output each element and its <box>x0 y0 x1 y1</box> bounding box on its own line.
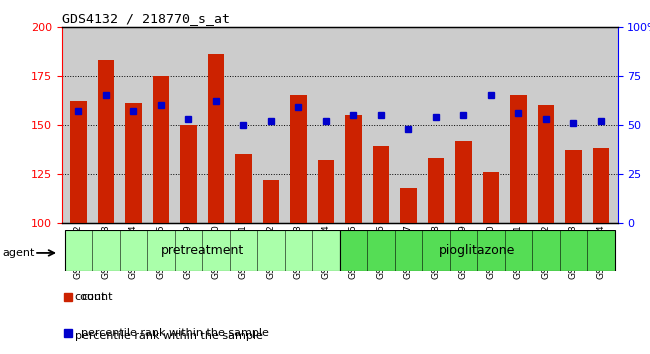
Text: count: count <box>75 292 106 302</box>
Bar <box>125 103 142 223</box>
Text: count: count <box>81 292 113 302</box>
Bar <box>235 154 252 223</box>
Bar <box>510 95 526 223</box>
Bar <box>538 105 554 223</box>
Text: GDS4132 / 218770_s_at: GDS4132 / 218770_s_at <box>62 12 229 25</box>
Text: pioglitazone: pioglitazone <box>439 244 515 257</box>
Bar <box>400 188 417 223</box>
Bar <box>593 148 609 223</box>
Bar <box>483 172 499 223</box>
Bar <box>290 95 307 223</box>
Bar <box>372 147 389 223</box>
Bar <box>263 180 279 223</box>
Bar <box>318 160 334 223</box>
Bar <box>566 150 582 223</box>
Text: agent: agent <box>2 248 34 258</box>
Bar <box>428 158 444 223</box>
Text: percentile rank within the sample: percentile rank within the sample <box>75 331 263 341</box>
Bar <box>70 101 86 223</box>
Bar <box>339 230 615 271</box>
Bar <box>98 60 114 223</box>
Bar <box>207 54 224 223</box>
Bar <box>345 115 361 223</box>
Bar <box>64 230 339 271</box>
Bar <box>455 141 472 223</box>
Text: percentile rank within the sample: percentile rank within the sample <box>81 328 269 338</box>
Bar <box>180 125 196 223</box>
Bar <box>153 76 169 223</box>
Text: pretreatment: pretreatment <box>161 244 244 257</box>
